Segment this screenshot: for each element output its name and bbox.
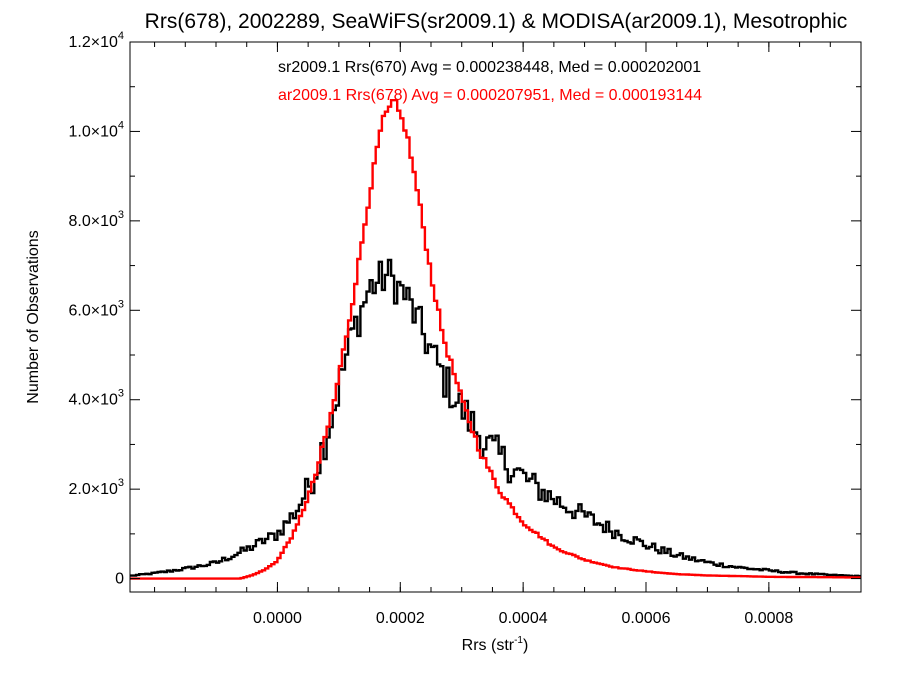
x-tick-label: 0.0008 bbox=[744, 610, 793, 627]
y-tick-mantissa: 1.2×10 bbox=[68, 34, 117, 51]
series-sr2009-histogram bbox=[130, 258, 861, 578]
y-tick-mantissa: 1.0×10 bbox=[68, 123, 117, 140]
y-tick-exponent: 3 bbox=[118, 477, 124, 489]
y-tick-label: 6.0×103 bbox=[68, 298, 124, 319]
x-axis-label-exponent: -1 bbox=[514, 635, 523, 646]
annotation-sr2009: sr2009.1 Rrs(670) Avg = 0.000238448, Med… bbox=[278, 59, 701, 76]
y-tick-mantissa: 6.0×10 bbox=[68, 302, 117, 319]
y-axis-label: Number of Observations bbox=[25, 230, 42, 403]
y-tick-mantissa: 2.0×10 bbox=[68, 481, 117, 498]
x-tick-label: 0.0006 bbox=[622, 610, 671, 627]
annotation-ar2009: ar2009.1 Rrs(678) Avg = 0.000207951, Med… bbox=[278, 87, 702, 104]
y-tick-exponent: 3 bbox=[118, 388, 124, 400]
series-layer bbox=[130, 99, 861, 580]
y-axis: 02.0×1034.0×1036.0×1038.0×1031.0×1041.2×… bbox=[68, 30, 861, 588]
x-tick-label: 0.0000 bbox=[253, 610, 302, 627]
y-tick-label: 1.2×104 bbox=[68, 30, 124, 51]
y-tick-label: 1.0×104 bbox=[68, 119, 124, 140]
y-tick-label: 4.0×103 bbox=[68, 388, 124, 409]
y-tick-exponent: 4 bbox=[118, 119, 124, 131]
y-tick-mantissa: 8.0×10 bbox=[68, 213, 117, 230]
chart-title: Rrs(678), 2002289, SeaWiFS(sr2009.1) & M… bbox=[145, 10, 848, 33]
series-ar2009-histogram bbox=[130, 99, 861, 580]
y-tick-label: 0 bbox=[115, 571, 124, 588]
y-tick-mantissa: 4.0×10 bbox=[68, 392, 117, 409]
y-tick-exponent: 4 bbox=[118, 30, 124, 42]
x-tick-label: 0.0002 bbox=[376, 610, 425, 627]
y-tick-exponent: 3 bbox=[118, 209, 124, 221]
x-axis-label-close: ) bbox=[523, 637, 528, 654]
x-axis: 0.0000 0.0002 0.0004 0.0006 0.0008 bbox=[154, 42, 831, 627]
y-tick-label: 2.0×103 bbox=[68, 477, 124, 498]
x-tick-label: 0.0004 bbox=[499, 610, 548, 627]
y-tick-exponent: 3 bbox=[118, 298, 124, 310]
plot-frame bbox=[129, 41, 862, 593]
x-axis-label-main: Rrs (str bbox=[462, 637, 515, 654]
y-tick-mantissa: 0 bbox=[115, 571, 124, 588]
y-tick-label: 8.0×103 bbox=[68, 209, 124, 230]
x-axis-label: Rrs (str-1) bbox=[462, 635, 529, 654]
